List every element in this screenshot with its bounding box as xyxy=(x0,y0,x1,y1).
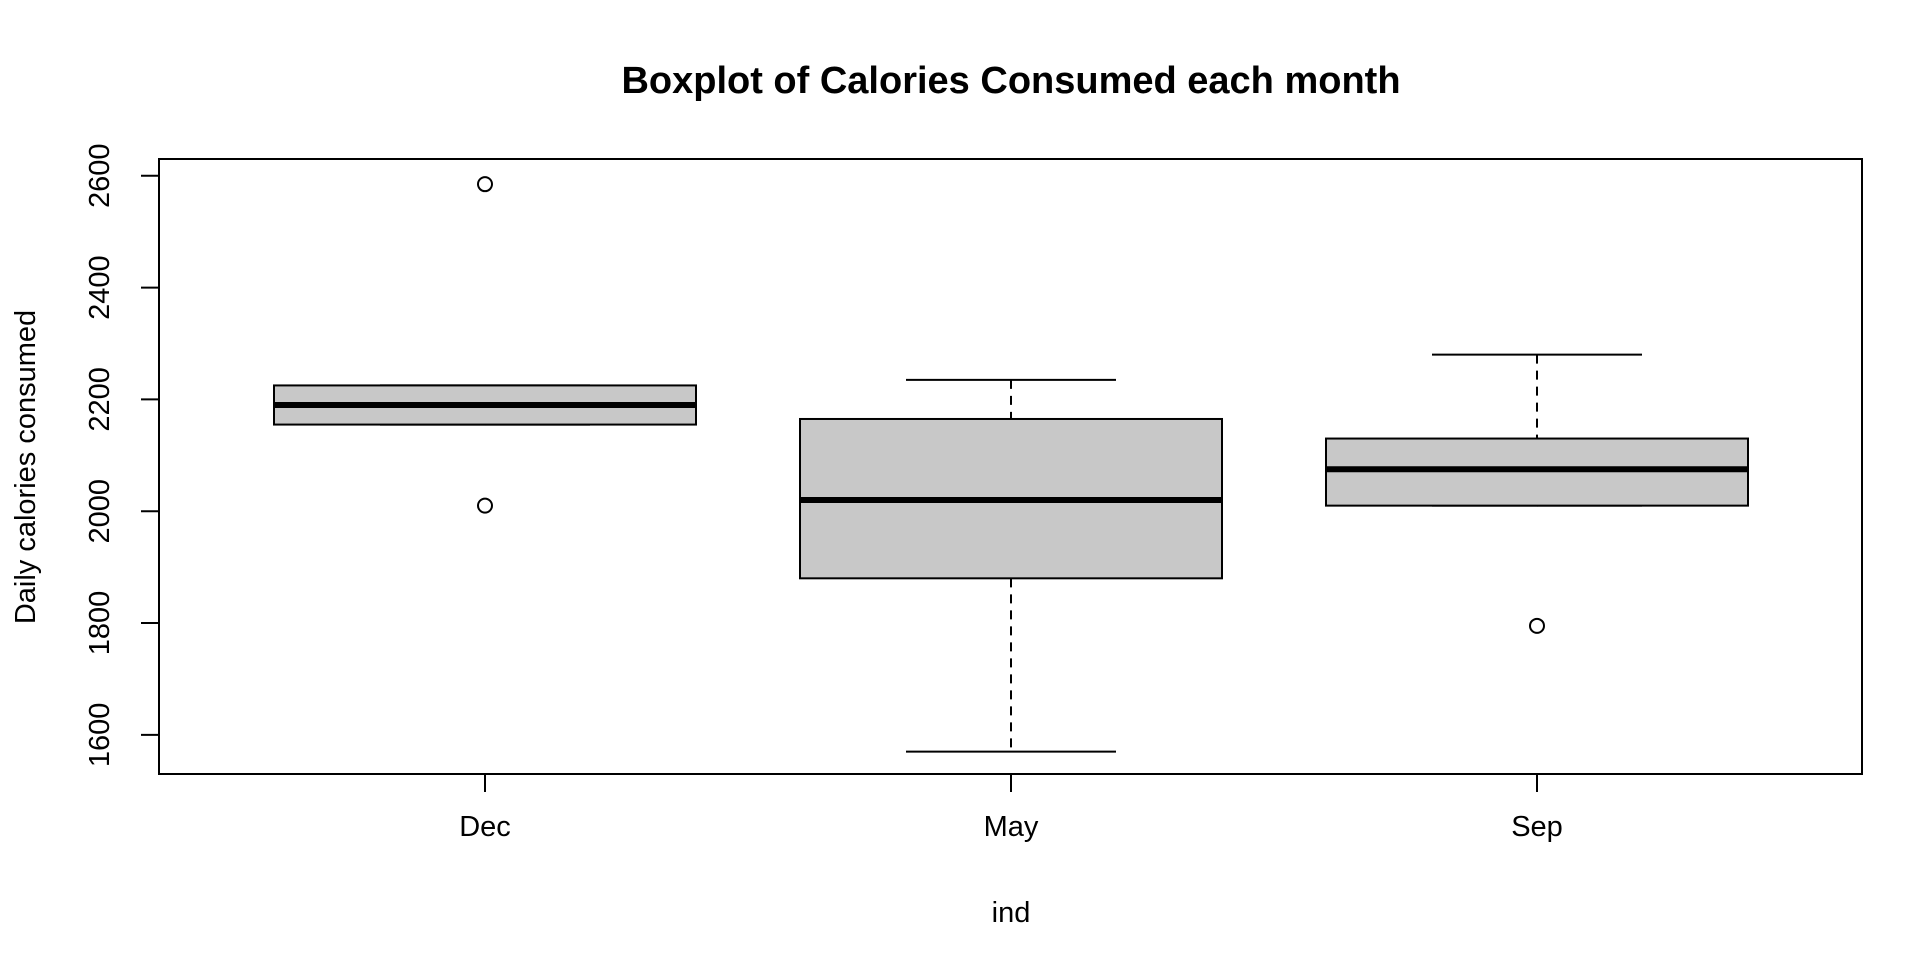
boxes-group xyxy=(273,176,1749,753)
x-axis-label: ind xyxy=(992,897,1031,929)
x-tick-label: May xyxy=(984,811,1039,843)
y-tick-label: 2200 xyxy=(84,367,116,432)
box-sep xyxy=(1325,353,1749,634)
y-axis-label: Daily calories consumed xyxy=(10,310,42,624)
y-tick-label: 1600 xyxy=(84,703,116,768)
y-tick-label: 2600 xyxy=(84,144,116,209)
box-dec xyxy=(273,176,697,514)
box-may xyxy=(799,378,1223,753)
outlier-point xyxy=(477,497,493,514)
y-axis: 1600 1800 2000 2200 2400 2600 xyxy=(84,144,159,768)
x-axis: Dec May Sep xyxy=(459,774,1563,843)
x-tick-label: Sep xyxy=(1511,811,1563,843)
y-tick-label: 1800 xyxy=(84,591,116,656)
y-tick-label: 2000 xyxy=(84,479,116,544)
outlier-point xyxy=(477,176,493,193)
outlier-point xyxy=(1529,617,1545,634)
chart-title: Boxplot of Calories Consumed each month xyxy=(621,60,1400,102)
y-tick-label: 2400 xyxy=(84,255,116,320)
x-tick-label: Dec xyxy=(459,811,511,843)
